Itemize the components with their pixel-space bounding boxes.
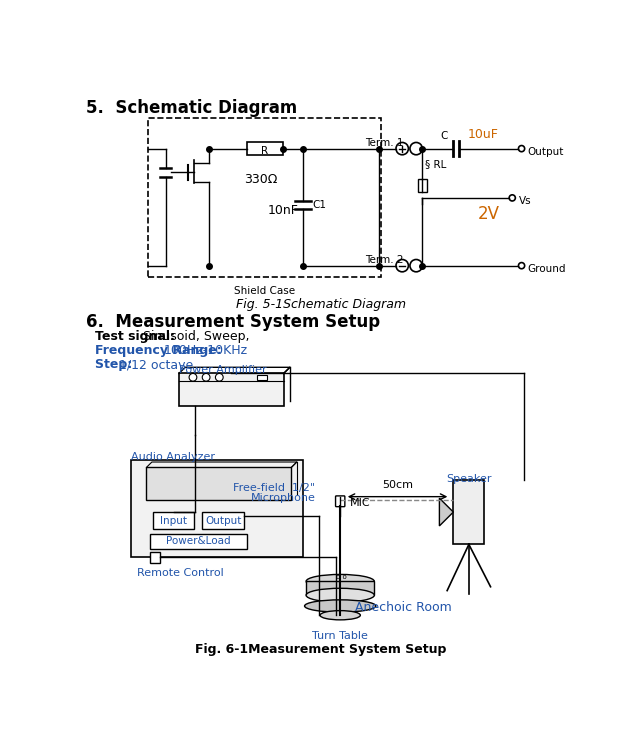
Bar (131, 460, 303, 556)
Text: Turn Table: Turn Table (312, 631, 368, 641)
Ellipse shape (306, 588, 374, 602)
Circle shape (189, 373, 197, 381)
Text: 1/12 octave: 1/12 octave (118, 358, 193, 371)
Text: 5.  Schematic Diagram: 5. Schematic Diagram (86, 100, 297, 117)
Text: Remote Control: Remote Control (137, 568, 224, 578)
Text: 100Hz-10KHz: 100Hz-10KHz (163, 344, 248, 357)
Bar (148, 118, 381, 277)
Circle shape (215, 373, 223, 381)
Bar (257, 375, 267, 380)
Text: 330Ω: 330Ω (245, 173, 278, 186)
Text: Output: Output (205, 516, 242, 525)
Bar (202, 512, 244, 529)
Text: Vs: Vs (518, 196, 531, 206)
Text: C1: C1 (312, 200, 326, 210)
Text: Free-field  1/2": Free-field 1/2" (233, 483, 316, 493)
FancyBboxPatch shape (336, 496, 345, 507)
Ellipse shape (320, 610, 361, 620)
Bar (453, 480, 485, 545)
Ellipse shape (305, 600, 376, 612)
Text: 6.  Measurement System Setup: 6. Measurement System Setup (86, 314, 380, 331)
Text: Fig. 5-1Schematic Diagram: Fig. 5-1Schematic Diagram (236, 298, 406, 311)
Text: Term. 1: Term. 1 (365, 138, 404, 148)
Text: o o: o o (336, 573, 347, 580)
Text: § RL: § RL (424, 159, 446, 170)
Bar (150, 552, 160, 563)
Polygon shape (439, 498, 453, 526)
Text: Power Amplifier: Power Amplifier (179, 365, 267, 375)
Text: Microphone: Microphone (250, 493, 316, 503)
Bar (306, 582, 374, 596)
Text: Term. 2: Term. 2 (365, 255, 404, 265)
Text: Sinusoid, Sweep,: Sinusoid, Sweep, (143, 331, 250, 343)
Text: MIC: MIC (349, 498, 370, 508)
Text: Anechoic Room: Anechoic Room (356, 601, 452, 613)
Text: Test signal:: Test signal: (95, 331, 180, 343)
Text: R: R (262, 145, 269, 156)
Text: Step:: Step: (95, 358, 137, 371)
Text: Power&Load: Power&Load (166, 537, 231, 546)
Text: Audio Analyzer: Audio Analyzer (131, 452, 215, 462)
Text: 10nF: 10nF (267, 204, 298, 218)
Text: 50cm: 50cm (382, 480, 413, 490)
Text: Fig. 6-1Measurement System Setup: Fig. 6-1Measurement System Setup (195, 643, 446, 656)
Bar (247, 142, 283, 155)
Text: Shield Case: Shield Case (233, 286, 295, 297)
Text: Input: Input (160, 516, 187, 525)
FancyBboxPatch shape (179, 373, 284, 406)
Text: C: C (440, 131, 448, 142)
Bar (146, 467, 291, 500)
Ellipse shape (306, 574, 374, 588)
Circle shape (202, 373, 210, 381)
Bar (153, 512, 195, 529)
Text: Ground: Ground (528, 263, 567, 274)
Text: Speaker: Speaker (446, 474, 491, 483)
Bar (418, 179, 427, 192)
Bar (150, 534, 247, 549)
Text: 10uF: 10uF (467, 128, 498, 141)
Text: Output: Output (528, 147, 564, 156)
Text: 2V: 2V (478, 205, 500, 224)
Text: Frequency Range:: Frequency Range: (95, 344, 222, 357)
